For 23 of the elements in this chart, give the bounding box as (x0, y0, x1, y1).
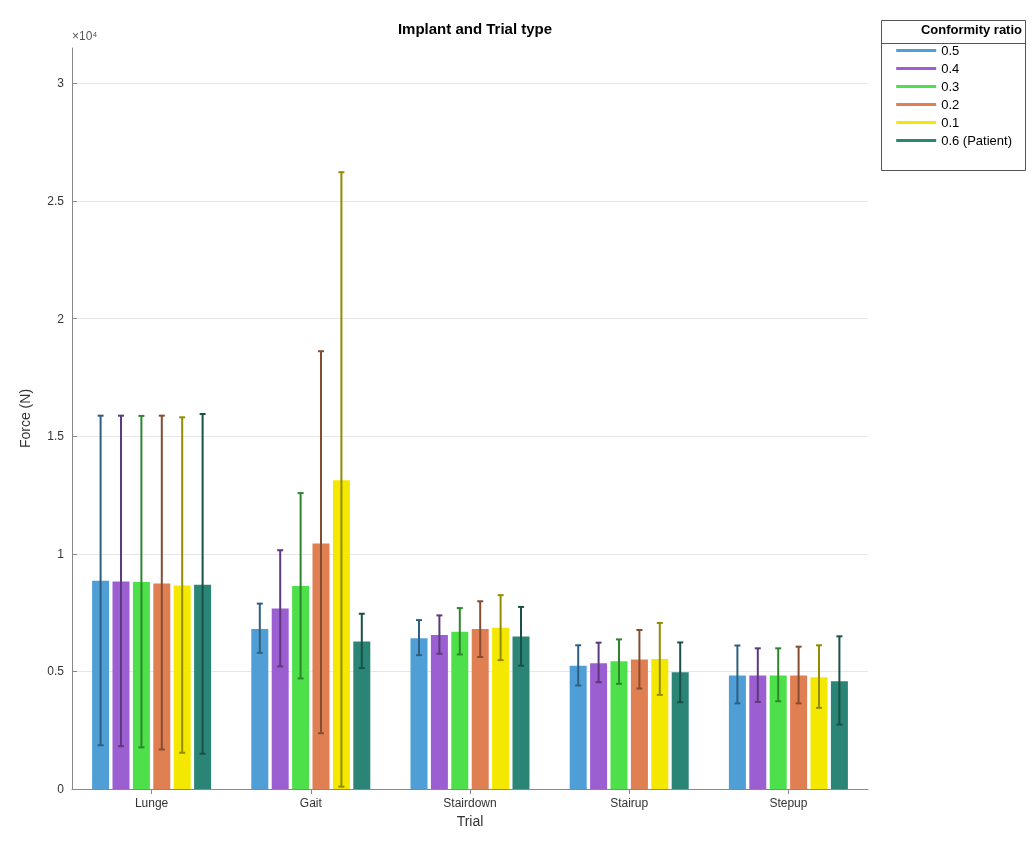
y-tick-label: 1.5 (47, 429, 65, 444)
legend-label: 0.2 (941, 97, 960, 112)
x-tick-label: Gait (299, 796, 323, 810)
x-tick-label: Stairdown (443, 796, 497, 810)
chart-title: Implant and Trial type (397, 20, 553, 37)
y-tick-label: 1 (57, 546, 65, 561)
x-axis-title: Trial (456, 812, 484, 829)
legend-label: 0.1 (941, 115, 960, 130)
text: ×10⁴ (72, 29, 98, 43)
legend-title: Conformity ratio (920, 22, 1023, 37)
y-tick-label: 3 (57, 76, 65, 91)
x-tick-label: Lunge (134, 796, 169, 810)
y-tick-label: 2 (57, 311, 65, 326)
x-tick-label: Stairup (610, 796, 649, 810)
legend-label: 0.6 (Patient) (941, 133, 1013, 148)
y-axis-title: Force (N) (17, 388, 33, 449)
legend-label: 0.3 (941, 79, 960, 94)
y-tick-label: 2.5 (47, 193, 65, 208)
y-tick-label: 0.5 (47, 664, 65, 679)
legend-label: 0.4 (941, 61, 960, 76)
y-tick-label: 0 (57, 782, 65, 796)
x-tick-label: Stepup (769, 796, 808, 810)
legend-label: 0.5 (941, 43, 960, 58)
